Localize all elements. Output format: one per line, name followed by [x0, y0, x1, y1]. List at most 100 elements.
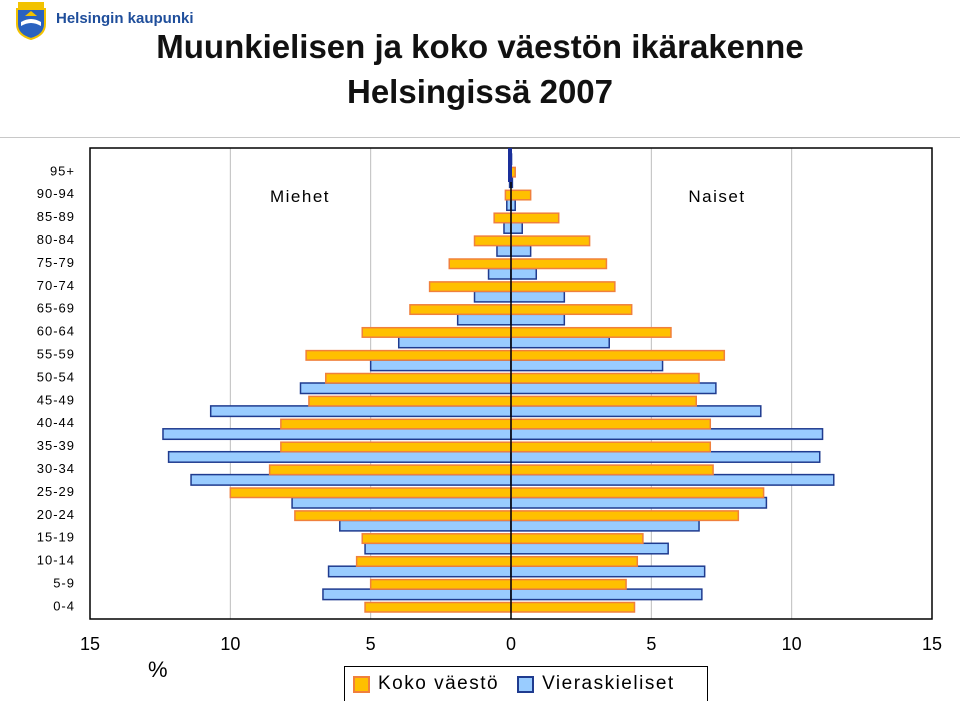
bar-vieraskieliset-men [327, 565, 512, 578]
helsinki-crest-icon [16, 2, 46, 40]
y-tick-label: 10-14 [37, 553, 75, 568]
x-tick-label: 10 [220, 634, 240, 654]
y-tick-label: 0-4 [53, 598, 75, 613]
bar-koko-men [364, 601, 512, 613]
bar-vieraskieliset-men [291, 496, 512, 509]
x-tick-label: 15 [80, 634, 100, 654]
bar-koko-men [294, 510, 512, 522]
y-tick-label: 80-84 [37, 232, 75, 247]
header-divider [0, 137, 960, 138]
bar-vieraskieliset-men [369, 359, 512, 372]
y-tick-label: 15-19 [37, 530, 75, 545]
legend-swatch-vieraskieliset [517, 675, 535, 693]
bar-koko-women [510, 533, 644, 545]
bar-vieraskieliset-women [510, 267, 538, 280]
bar-koko-men [325, 372, 512, 384]
bar-koko-men [361, 533, 512, 545]
x-tick-label: 15 [922, 634, 942, 654]
bar-vieraskieliset-women [510, 450, 821, 463]
bar-koko-men [355, 555, 512, 567]
y-tick-label: 60-64 [37, 324, 75, 339]
bar-vieraskieliset-women [510, 382, 717, 395]
left-side-label: Miehet [270, 187, 330, 206]
bar-vieraskieliset-men [167, 450, 512, 463]
bar-vieraskieliset-men [473, 290, 512, 303]
bar-koko-women [510, 349, 726, 361]
page-title: Muunkielisen ja koko väestön ikärakenne [156, 28, 804, 65]
bar-vieraskieliset-women [510, 405, 762, 418]
bar-koko-men [308, 395, 512, 407]
y-tick-label: 75-79 [37, 255, 75, 270]
bar-vieraskieliset-women [510, 290, 566, 303]
bar-vieraskieliset-men [190, 473, 512, 486]
bar-koko-women [510, 281, 616, 293]
bar-vieraskieliset-women [510, 428, 824, 441]
bar-koko-women [510, 601, 636, 613]
bar-koko-women [510, 418, 712, 430]
bar-vieraskieliset-women [510, 473, 835, 486]
bar-vieraskieliset-men [503, 221, 512, 234]
y-tick-label: 45-49 [37, 392, 75, 407]
bar-koko-women [510, 578, 627, 590]
bar-koko-women [510, 487, 765, 499]
bar-vieraskieliset-men [322, 588, 512, 601]
bar-koko-men [504, 189, 512, 201]
bar-vieraskieliset-men [209, 405, 512, 418]
bar-vieraskieliset-men [299, 382, 512, 395]
x-tick-label: 5 [366, 634, 376, 654]
bar-vieraskieliset-men [496, 244, 512, 257]
bar-koko-men [448, 258, 512, 270]
bar-koko-men [229, 487, 512, 499]
page-subtitle: Helsingissä 2007 [347, 73, 613, 110]
bar-vieraskieliset-men [162, 428, 512, 441]
y-tick-label: 40-44 [37, 415, 75, 430]
bar-vieraskieliset-men [397, 336, 512, 349]
y-tick-label: 55-59 [37, 347, 75, 362]
right-side-label: Naiset [688, 187, 745, 206]
bar-vieraskieliset-women [510, 542, 669, 555]
bar-koko-men [493, 212, 512, 224]
bar-koko-women [510, 441, 712, 453]
bar-koko-women [510, 510, 740, 522]
y-tick-label: 85-89 [37, 209, 75, 224]
percent-unit-label: % [148, 657, 168, 682]
bar-vieraskieliset-women [510, 221, 523, 234]
bar-vieraskieliset-women [510, 588, 703, 601]
bar-koko-men [268, 464, 512, 476]
bar-vieraskieliset-women [510, 336, 610, 349]
bar-koko-women [510, 304, 633, 316]
x-tick-label: 10 [782, 634, 802, 654]
bar-koko-men [280, 418, 512, 430]
y-tick-label: 5-9 [53, 576, 75, 591]
y-tick-label: 65-69 [37, 301, 75, 316]
x-tick-label: 0 [506, 634, 516, 654]
x-tick-label: 5 [646, 634, 656, 654]
brand-name: Helsingin kaupunki [56, 9, 194, 27]
y-tick-label: 20-24 [37, 507, 75, 522]
bar-koko-women [510, 235, 591, 247]
y-tick-label: 30-34 [37, 461, 75, 476]
bar-koko-men [305, 349, 512, 361]
logo: Helsingin kaupunki [14, 2, 194, 40]
bar-koko-women [510, 395, 697, 407]
bar-vieraskieliset-women [510, 519, 700, 532]
bar-koko-women [510, 555, 639, 567]
y-tick-label: 95+ [50, 163, 75, 178]
bar-vieraskieliset-women [510, 359, 664, 372]
y-tick-label: 35-39 [37, 438, 75, 453]
bar-vieraskieliset-women [510, 244, 532, 257]
y-tick-label: 70-74 [37, 278, 75, 293]
bar-koko-women [510, 258, 608, 270]
bar-vieraskieliset-men [487, 267, 512, 280]
bar-koko-men [280, 441, 512, 453]
bar-vieraskieliset-men [339, 519, 512, 532]
bar-vieraskieliset-women [510, 496, 768, 509]
y-tick-label: 50-54 [37, 369, 75, 384]
bar-vieraskieliset-women [510, 313, 566, 326]
y-tick-label: 25-29 [37, 484, 75, 499]
bar-koko-men [361, 326, 512, 338]
legend-label-vieraskieliset: Vieraskieliset [542, 673, 675, 694]
bar-koko-men [369, 578, 512, 590]
y-tick-label: 90-94 [37, 186, 75, 201]
